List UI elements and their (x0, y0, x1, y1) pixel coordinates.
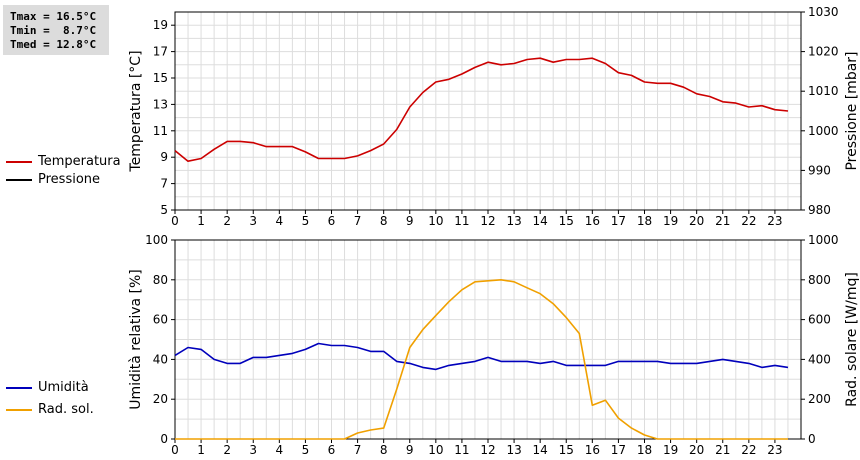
x-tick-label: 1 (197, 443, 205, 457)
x-tick-label: 11 (454, 443, 469, 457)
x-tick-label: 4 (276, 214, 284, 228)
x-tick-label: 12 (480, 214, 495, 228)
tmax-text: Tmax = 16.5°C (10, 10, 97, 23)
x-tick-label: 2 (223, 443, 231, 457)
y2-tick-label: 1030 (808, 5, 839, 19)
legend-swatch-rad-sol (6, 409, 32, 411)
x-tick-label: 19 (663, 443, 678, 457)
x-tick-label: 17 (611, 214, 626, 228)
y2-tick-label: 1000 (808, 233, 839, 247)
x-tick-label: 7 (354, 214, 362, 228)
x-tick-label: 6 (328, 443, 336, 457)
y-tick-label: 7 (160, 177, 168, 191)
humidity-radiation-chart: 0 1 2 3 4 5 6 7 8 9 10 11 12 13 14 15 16 17 18 19 20 21 22 2302… (128, 233, 860, 457)
legend-label-temperatura: Temperatura (38, 154, 121, 169)
x-tick-label: 21 (715, 214, 730, 228)
y-tick-label: 40 (153, 352, 168, 366)
y-tick-label: 15 (153, 71, 168, 85)
x-tick-label: 22 (741, 443, 756, 457)
x-tick-label: 17 (611, 443, 626, 457)
x-tick-label: 3 (249, 443, 257, 457)
tmin-text: Tmin = 8.7°C (10, 24, 97, 37)
x-tick-label: 5 (302, 214, 310, 228)
x-tick-label: 10 (428, 443, 443, 457)
y-axis-title: Temperatura [°C] (128, 50, 144, 172)
legend-label-umidita: Umidità (38, 380, 89, 395)
x-tick-label: 8 (380, 443, 388, 457)
y-tick-label: 9 (160, 150, 168, 164)
x-tick-label: 16 (585, 443, 600, 457)
y2-tick-label: 980 (808, 203, 831, 217)
y-tick-label: 20 (153, 392, 168, 406)
y2-tick-label: 1000 (808, 124, 839, 138)
legend-swatch-pressione (6, 179, 32, 181)
x-tick-label: 0 (171, 443, 179, 457)
y2-tick-label: 0 (808, 432, 816, 446)
x-tick-label: 23 (767, 443, 782, 457)
x-tick-label: 9 (406, 214, 414, 228)
y-tick-label: 5 (160, 203, 168, 217)
temperature-pressure-chart: 0 1 2 3 4 5 6 7 8 9 10 11 12 13 14 15 16 17 18 19 20 21 22 2357… (128, 5, 860, 228)
legend-swatch-temperatura (6, 161, 32, 163)
x-tick-label: 14 (533, 443, 548, 457)
x-tick-label: 23 (767, 214, 782, 228)
x-tick-label: 8 (380, 214, 388, 228)
y2-tick-label: 800 (808, 273, 831, 287)
y2-tick-label: 600 (808, 313, 831, 327)
x-tick-label: 7 (354, 443, 362, 457)
y-tick-label: 11 (153, 124, 168, 138)
x-tick-label: 3 (249, 214, 257, 228)
x-tick-label: 15 (559, 443, 574, 457)
x-tick-label: 20 (689, 443, 704, 457)
x-tick-label: 2 (223, 214, 231, 228)
series-line-umidit- (174, 342, 789, 371)
y-tick-label: 13 (153, 97, 168, 111)
y2-tick-label: 1020 (808, 45, 839, 59)
x-tick-label: 4 (276, 443, 284, 457)
series-line-rad-sol- (175, 278, 788, 440)
x-tick-label: 20 (689, 214, 704, 228)
x-tick-label: 15 (559, 214, 574, 228)
y2-tick-label: 990 (808, 163, 831, 177)
y2-tick-label: 400 (808, 352, 831, 366)
x-tick-label: 19 (663, 214, 678, 228)
y-tick-label: 19 (153, 18, 168, 32)
tmed-text: Tmed = 12.8°C (10, 38, 97, 51)
x-tick-label: 5 (302, 443, 310, 457)
x-tick-label: 22 (741, 214, 756, 228)
x-tick-label: 13 (506, 214, 521, 228)
x-tick-label: 16 (585, 214, 600, 228)
legend-label-pressione: Pressione (38, 172, 101, 187)
x-tick-label: 18 (637, 214, 652, 228)
y-tick-label: 80 (153, 273, 168, 287)
x-tick-label: 9 (406, 443, 414, 457)
x-tick-label: 0 (171, 214, 179, 228)
x-tick-label: 21 (715, 443, 730, 457)
legend-swatch-umidita (6, 387, 32, 389)
x-tick-label: 10 (428, 214, 443, 228)
x-tick-label: 12 (480, 443, 495, 457)
y2-tick-label: 1010 (808, 84, 839, 98)
x-tick-label: 6 (328, 214, 336, 228)
stats-box: Tmax = 16.5°C Tmin = 8.7°C Tmed = 12.8°C (3, 5, 109, 55)
x-tick-label: 11 (454, 214, 469, 228)
legend-label-rad-sol: Rad. sol. (38, 402, 94, 417)
y-tick-label: 100 (145, 233, 168, 247)
x-tick-label: 1 (197, 214, 205, 228)
x-tick-label: 18 (637, 443, 652, 457)
y2-tick-label: 200 (808, 392, 831, 406)
series-line-temperatura (174, 57, 789, 162)
y-axis-title: Umidità relativa [%] (128, 269, 144, 410)
y-tick-label: 0 (160, 432, 168, 446)
x-tick-label: 14 (533, 214, 548, 228)
y2-axis-title: Pressione [mbar] (844, 51, 860, 170)
y2-axis-title: Rad. solare [W/mq] (844, 272, 860, 407)
y-tick-label: 60 (153, 313, 168, 327)
y-tick-label: 17 (153, 45, 168, 59)
x-tick-label: 13 (506, 443, 521, 457)
